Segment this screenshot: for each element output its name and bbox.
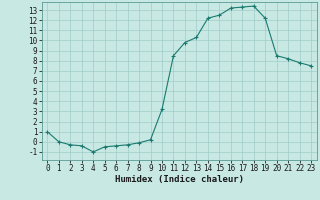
X-axis label: Humidex (Indice chaleur): Humidex (Indice chaleur) — [115, 175, 244, 184]
